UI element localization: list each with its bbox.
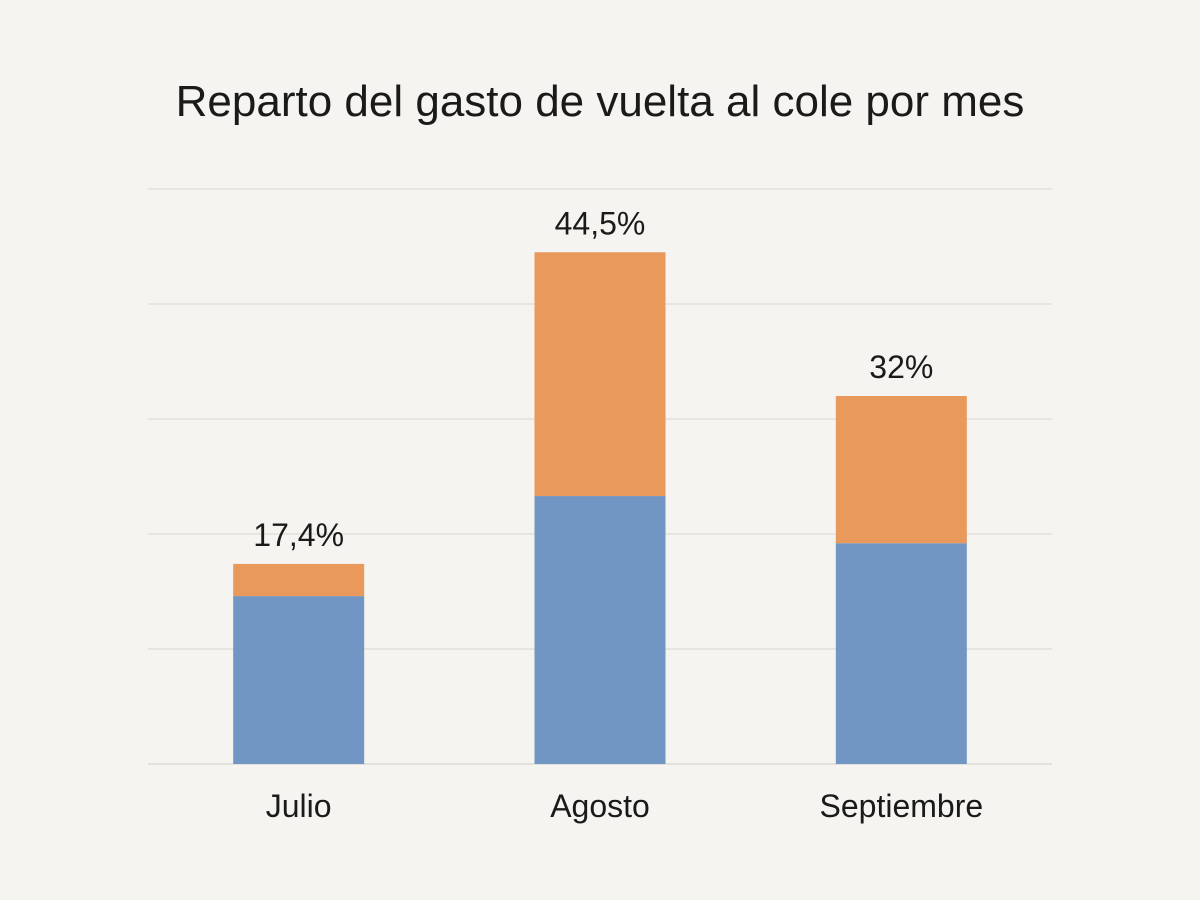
bar-segment-septiembre-1	[835, 543, 967, 764]
bar-segment-agosto-1	[534, 496, 666, 764]
data-label: 44,5%	[555, 205, 646, 241]
data-label: 32%	[869, 349, 933, 385]
bar-segment-septiembre-2	[835, 396, 967, 544]
category-label: Septiembre	[820, 788, 984, 824]
bar-segment-julio-2	[233, 563, 365, 597]
data-label: 17,4%	[253, 517, 344, 553]
chart-title: Reparto del gasto de vuelta al cole por …	[176, 77, 1025, 126]
category-label: Julio	[266, 788, 332, 824]
bar-segment-julio-1	[233, 596, 365, 764]
bars-layer	[233, 252, 967, 764]
bar-segment-agosto-2	[534, 252, 666, 497]
labels-layer: 17,4% Julio 44,5% Agosto 32% Septiembre	[253, 205, 983, 824]
category-label: Agosto	[550, 788, 650, 824]
